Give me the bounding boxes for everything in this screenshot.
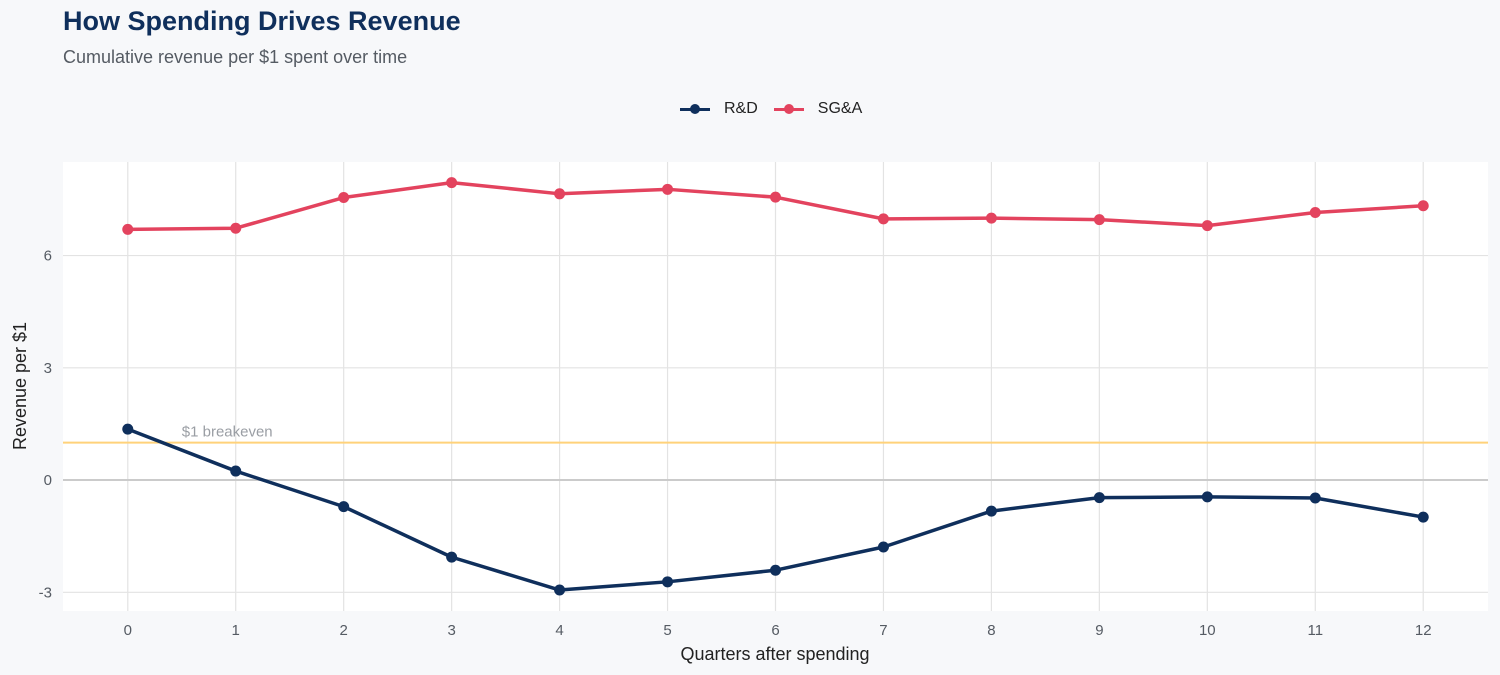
data-point-sga: [770, 191, 781, 203]
gridlines: [63, 162, 1488, 611]
data-point-rd: [554, 584, 566, 596]
data-point-sga: [230, 222, 242, 234]
data-point-rd: [122, 423, 134, 435]
data-point-rd: [1417, 511, 1429, 523]
series-group: [122, 177, 1429, 596]
y-tick-label: 3: [44, 360, 52, 377]
data-point-rd: [446, 551, 458, 563]
data-point-rd: [1201, 491, 1213, 503]
legend-item-rd: R&D: [680, 99, 758, 119]
data-point-sga: [985, 212, 997, 224]
data-point-rd: [877, 541, 889, 553]
data-point-sga: [662, 183, 674, 195]
data-point-sga: [1201, 220, 1213, 232]
legend-key-sga: [773, 99, 804, 119]
data-point-rd: [662, 576, 674, 588]
data-point-sga: [338, 192, 350, 204]
x-tick-label: 12: [1415, 622, 1432, 639]
x-tick-label: 7: [879, 622, 887, 639]
x-tick-label: 4: [555, 622, 563, 639]
x-axis-title: Quarters after spending: [680, 644, 869, 664]
x-tick-label: 11: [1307, 622, 1323, 639]
reference-line-group: $1 breakeven: [63, 424, 1488, 444]
legend-key-rd: [680, 99, 710, 119]
y-axis: -3 0 3 6: [39, 248, 52, 602]
data-point-rd: [1309, 492, 1321, 504]
legend-item-sga: SG&A: [773, 99, 863, 119]
chart-subtitle: Cumulative revenue per $1 spent over tim…: [63, 47, 408, 67]
legend: R&D SG&A: [680, 99, 862, 119]
y-tick-label: 0: [44, 472, 52, 489]
data-point-rd: [230, 465, 242, 477]
data-point-sga: [122, 223, 134, 235]
x-axis: 0 1 2 3 4 5 6 7 8 9 10 11 12: [124, 622, 1432, 639]
x-tick-label: 9: [1095, 622, 1103, 639]
x-tick-label: 1: [232, 622, 240, 639]
x-tick-label: 2: [340, 622, 348, 639]
data-point-rd: [1093, 492, 1105, 504]
y-tick-label: -3: [39, 584, 52, 601]
data-point-rd: [338, 501, 350, 513]
y-tick-label: 6: [44, 248, 52, 265]
x-tick-label: 3: [447, 622, 455, 639]
data-point-sga: [446, 177, 458, 189]
data-point-sga: [1093, 214, 1105, 226]
data-point-sga: [1417, 200, 1429, 212]
legend-label-sga: SG&A: [817, 100, 863, 117]
data-point-rd: [985, 505, 997, 517]
data-point-sga: [554, 188, 566, 200]
x-tick-label: 0: [124, 622, 132, 639]
x-tick-label: 6: [771, 622, 779, 639]
chart-title: How Spending Drives Revenue: [63, 6, 461, 36]
data-point-sga: [877, 213, 889, 225]
y-axis-title: Revenue per $1: [10, 322, 30, 450]
data-point-sga: [1309, 207, 1321, 219]
data-point-rd: [770, 564, 781, 576]
legend-label-rd: R&D: [724, 100, 758, 117]
breakeven-label: $1 breakeven: [182, 424, 273, 441]
x-tick-label: 5: [663, 622, 671, 639]
x-tick-label: 10: [1199, 622, 1216, 639]
x-tick-label: 8: [987, 622, 995, 639]
